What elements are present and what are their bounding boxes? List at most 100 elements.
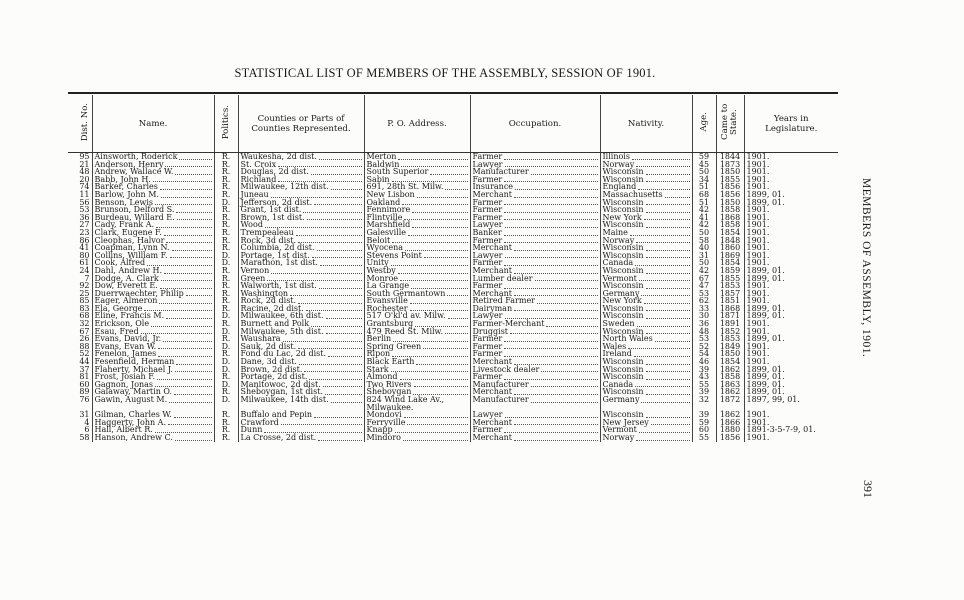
- table-cell: Portage, 1st dist.: [237, 251, 364, 260]
- cell-text: 1891-3-5-7-9, 01.: [746, 425, 816, 435]
- cell-text: Mindoro: [367, 434, 468, 442]
- cell-text: Massachusetts: [603, 191, 690, 199]
- table-cell: 1858: [715, 373, 744, 381]
- column-header: Counties or Parts of Counties Represente…: [237, 95, 364, 153]
- cell-text: 21: [79, 159, 90, 169]
- cell-text: Vermont: [603, 274, 690, 283]
- cell-text: R.: [221, 319, 231, 329]
- table-cell: 1901.: [743, 350, 838, 359]
- cell-text: Norway: [603, 160, 690, 169]
- cell-text: Wisconsin: [603, 388, 690, 396]
- table-cell: 52: [691, 342, 716, 351]
- table-cell: Dahl, Andrew H.: [91, 267, 214, 275]
- column-header-label: Occupation.: [508, 118, 562, 129]
- cell-text: Beloit: [367, 236, 468, 245]
- cell-text: Banker: [473, 229, 598, 237]
- table-cell: Rock, 3d dist.: [237, 236, 364, 245]
- cell-text: Hall, Albert R.: [95, 426, 212, 434]
- table-cell: 1863: [715, 380, 744, 389]
- column-header: P. O. Address.: [363, 95, 470, 153]
- table-cell: Wisconsin: [599, 267, 692, 275]
- table-cell: Vermont: [599, 426, 692, 434]
- cell-text: 86: [79, 235, 90, 245]
- table-cell: Lumber dealer: [469, 274, 600, 283]
- table-cell: Burnett and Polk: [237, 320, 364, 328]
- table-cell: R.: [213, 373, 238, 381]
- table-cell: Farmer: [469, 213, 600, 222]
- table-cell: Clark, Eugene F.: [91, 229, 214, 237]
- table-cell: Crawford: [237, 418, 364, 427]
- cell-text: Oakland: [367, 198, 468, 207]
- cell-text: Haggerty, John A.: [95, 418, 212, 427]
- table-cell: Almond: [363, 373, 470, 381]
- table-cell: 23: [68, 228, 92, 237]
- table-cell: 59: [691, 418, 716, 427]
- cell-text: Gagnon, Jonas: [95, 381, 212, 389]
- cell-text: R.: [221, 167, 231, 177]
- table-cell: Haggerty, John A.: [91, 418, 214, 427]
- cell-text: Wisconsin: [603, 373, 690, 381]
- table-cell: Waukesha, 2d dist.: [237, 152, 364, 161]
- table-cell: D.: [213, 251, 238, 260]
- table-cell: South Superior: [363, 168, 470, 176]
- cell-text: 6: [84, 425, 90, 435]
- cell-text: 1844: [719, 152, 741, 161]
- table-cell: 1901.: [743, 433, 838, 442]
- table-cell: Fond du Lac, 2d dist.: [237, 350, 364, 359]
- table-cell: Wisconsin: [599, 365, 692, 374]
- table-cell: 56: [68, 198, 92, 207]
- cell-text: R.: [221, 205, 231, 215]
- cell-text: 45: [698, 159, 710, 169]
- cell-text: 43: [698, 372, 710, 382]
- table-cell: 31: [68, 411, 92, 419]
- table-cell: 1899, 01.: [743, 312, 838, 321]
- table-cell: Ela, George: [91, 305, 214, 313]
- cell-text: Merchant: [473, 434, 598, 442]
- table-cell: 1856: [715, 183, 744, 191]
- table-row: 56 Benson, Lewis D. Jefferson, 2d dist. Oakl…: [68, 198, 838, 207]
- table-cell: Wisconsin: [599, 175, 692, 184]
- cell-text: Baldwin: [367, 160, 468, 169]
- cell-text: Brunson, Delford S.: [95, 206, 212, 214]
- cell-text: 7: [84, 273, 90, 283]
- table-cell: Eline, Francis M.: [91, 312, 214, 321]
- table-cell: 39: [691, 411, 716, 419]
- table-cell: 1860: [715, 244, 744, 252]
- table-cell: 1901.: [743, 327, 838, 336]
- cell-text: Farmer: [473, 175, 598, 184]
- table-cell: 31: [691, 251, 716, 260]
- cell-text: 1901.: [746, 341, 770, 351]
- table-cell: Westby: [363, 267, 470, 275]
- cell-text: Ireland: [603, 350, 690, 358]
- column-header-label: Age.: [698, 112, 709, 132]
- table-cell: Brunson, Delford S.: [91, 206, 214, 214]
- cell-text: Manitowoc, 2d dist.: [241, 381, 362, 389]
- column-header: Came to State.: [715, 95, 744, 153]
- table-cell: Wisconsin: [599, 373, 692, 381]
- table-cell: 1872: [715, 396, 744, 412]
- cell-text: R.: [221, 265, 231, 275]
- table-cell: Barlow, John M.: [91, 191, 214, 199]
- table-cell: R.: [213, 282, 238, 290]
- cell-text: Wisconsin: [603, 365, 690, 374]
- cell-text: 1851: [719, 296, 741, 306]
- table-row: 41 Coapman, Lynn N. R. Columbia, 2d dist. Wy…: [68, 244, 838, 252]
- table-cell: Baldwin: [363, 160, 470, 169]
- cell-text: 1899, 01.: [746, 379, 785, 389]
- cell-text: 47: [698, 281, 710, 291]
- cell-text: R.: [221, 273, 231, 283]
- cell-text: Marshfield: [367, 221, 468, 229]
- cell-text: 1901.: [746, 417, 770, 427]
- table-cell: 1901.: [743, 417, 838, 427]
- cell-text: 40: [698, 243, 710, 253]
- cell-text: Wisconsin: [603, 221, 690, 229]
- cell-text: Manufacturer: [473, 381, 598, 389]
- table-cell: Wales: [599, 343, 692, 351]
- cell-text: 1891: [719, 319, 741, 329]
- cell-text: 62: [698, 296, 710, 306]
- table-cell: 50: [691, 168, 716, 176]
- table-cell: 1901.: [743, 320, 838, 328]
- cell-text: 36: [79, 212, 90, 222]
- cell-text: Evansville: [367, 297, 468, 305]
- table-cell: 4: [68, 418, 92, 427]
